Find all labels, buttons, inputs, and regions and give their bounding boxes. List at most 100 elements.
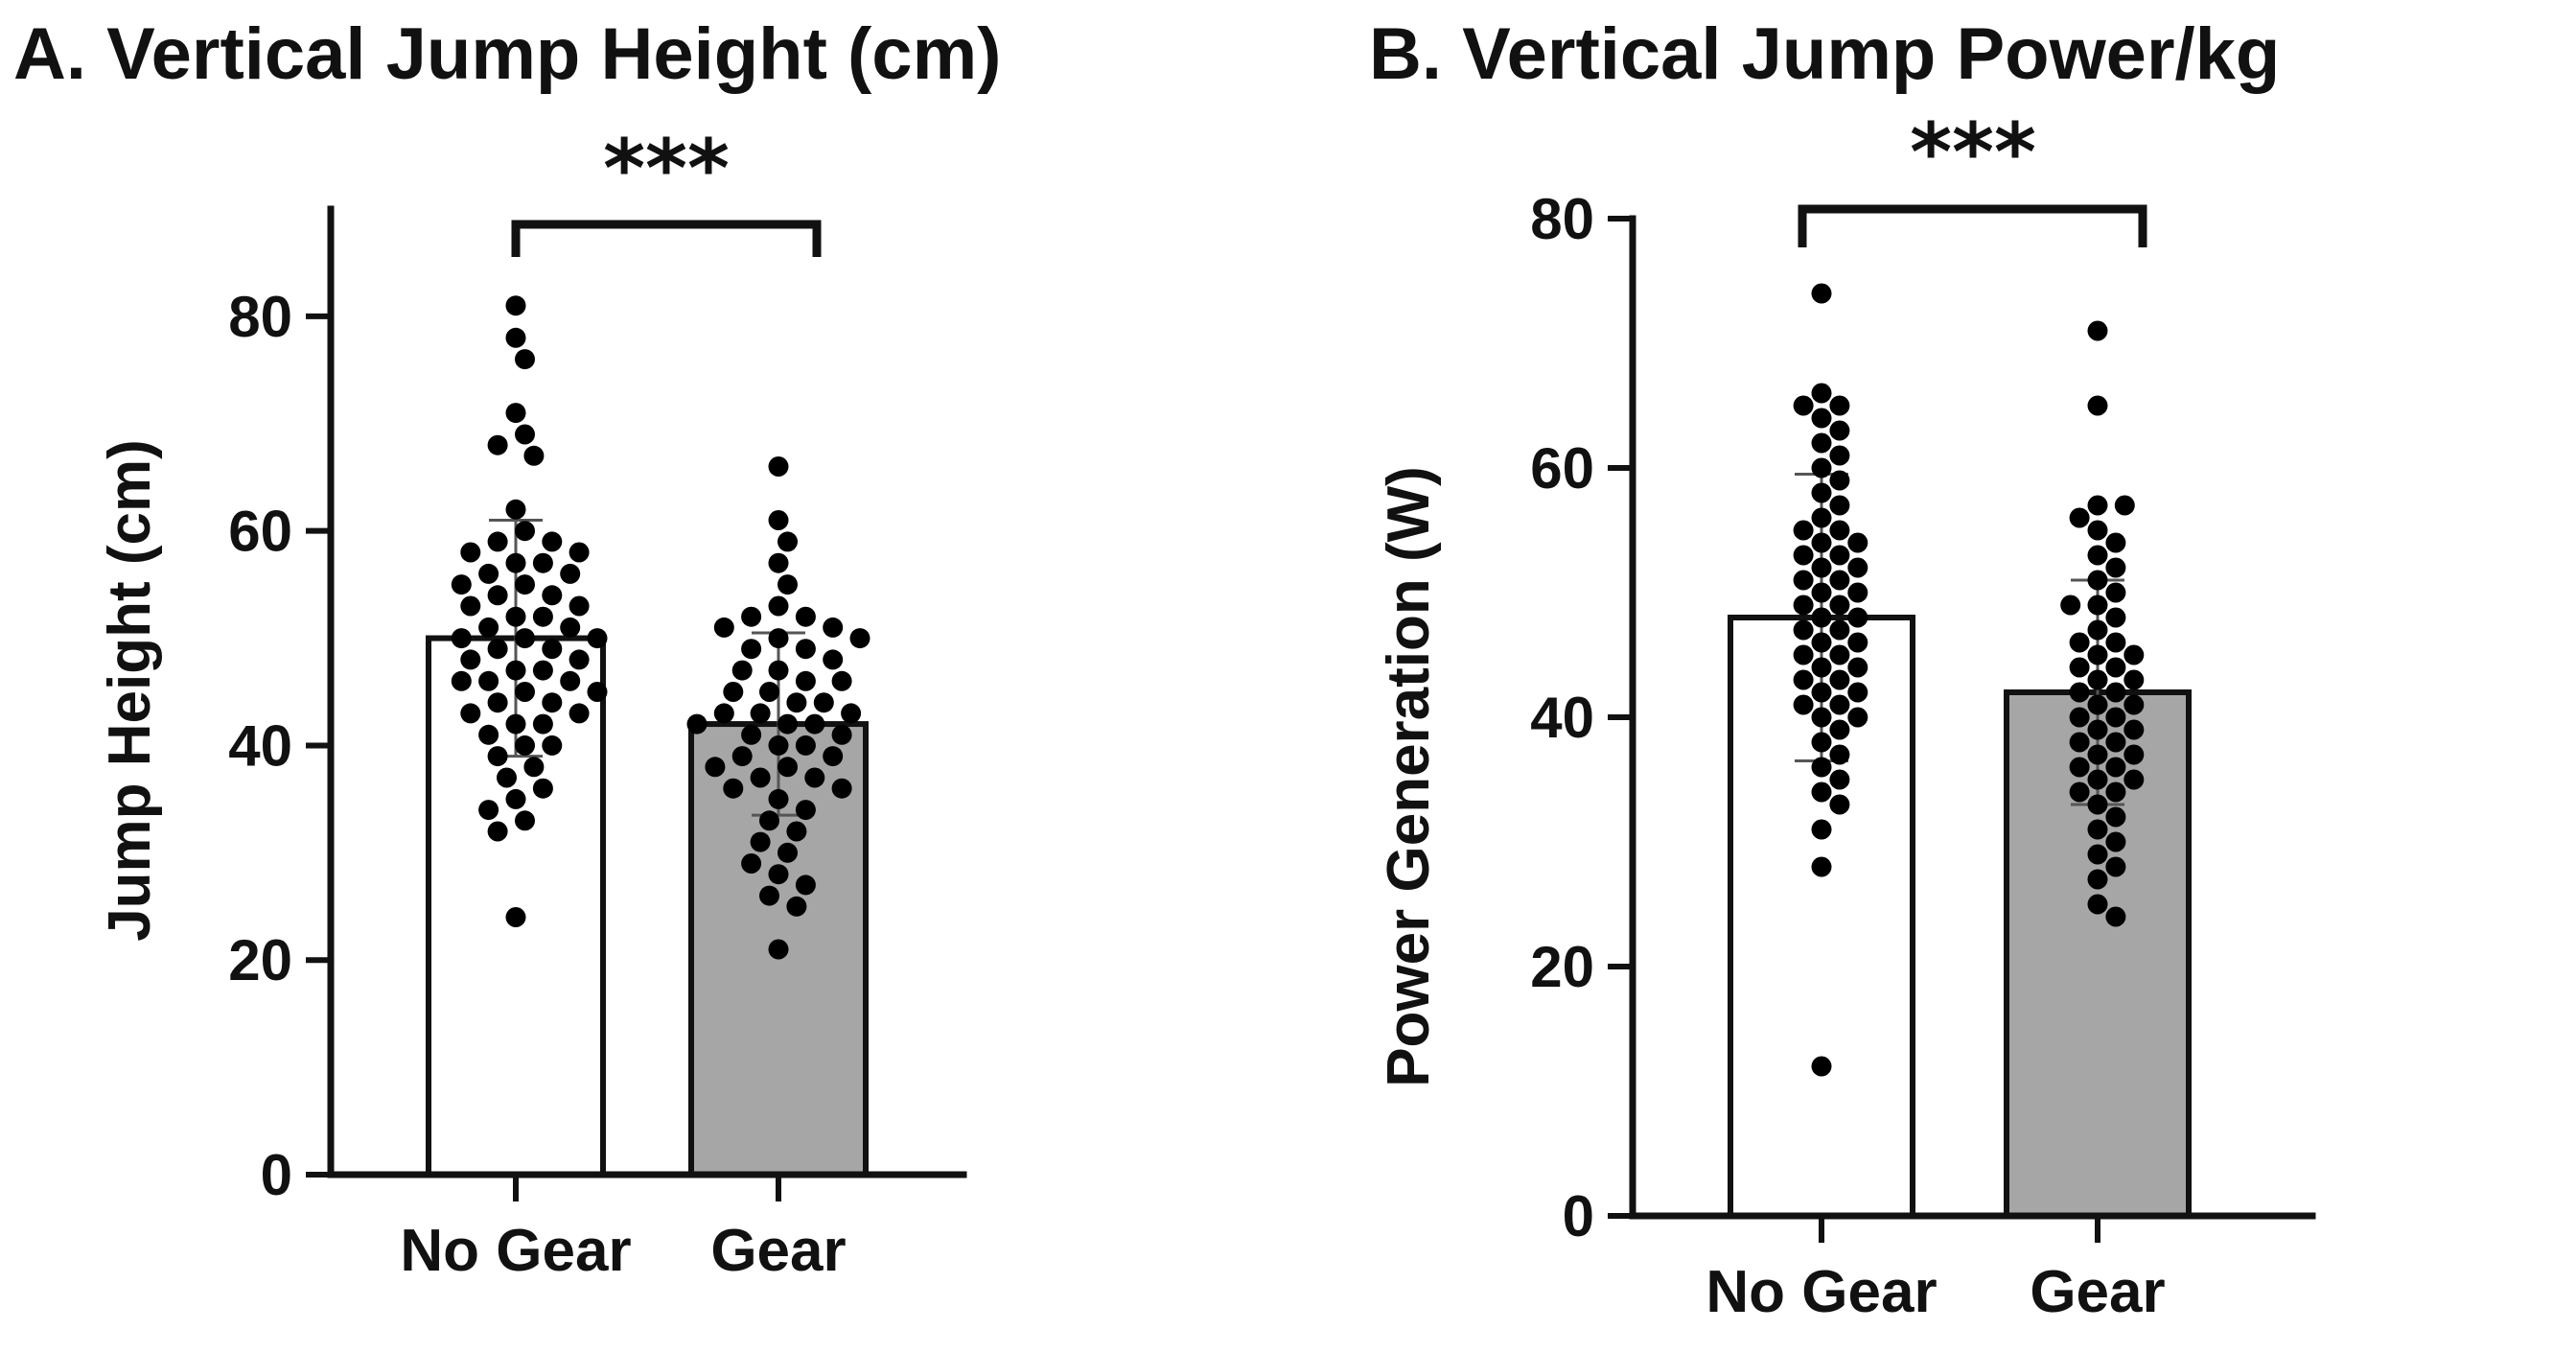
panel-a-data-point (750, 831, 771, 852)
panel-a-data-point (569, 649, 590, 670)
panel-b-data-point (2123, 744, 2145, 765)
panel-b-data-point (2114, 495, 2135, 516)
panel-a-data-point (560, 563, 581, 584)
panel-b-data-point (2087, 769, 2108, 790)
panel-a-data-point (823, 746, 844, 767)
panel-a-y-tick-label: 40 (228, 713, 292, 778)
panel-b-y-ticks: 0 20 40 60 80 (1530, 187, 1633, 1248)
panel-b-data-point (2069, 657, 2090, 678)
panel-a-data-point (759, 885, 779, 906)
panel-b-data-point (1811, 457, 1832, 478)
panel-a-data-point (460, 595, 481, 617)
panel-a-data-point (768, 788, 789, 809)
panel-a-data-point (849, 628, 870, 649)
panel-a-data-point (515, 628, 535, 649)
panel-a-data-point (487, 434, 508, 455)
panel-b-data-point (2087, 619, 2108, 641)
panel-b-data-point (1811, 582, 1832, 603)
panel-b-data-point (2105, 757, 2126, 778)
panel-a-data-point (523, 445, 545, 466)
panel-b-significance-bracket (1798, 204, 2147, 247)
panel-b-data-point (1847, 707, 1868, 728)
panel-a-data-point (532, 713, 553, 735)
panel-a-data-point (515, 682, 535, 702)
panel-a-data-point (804, 713, 825, 735)
panel-b-data-point (1811, 856, 1832, 877)
panel-a-category-label: Gear (710, 1218, 846, 1284)
panel-b-data-point (2069, 781, 2090, 803)
panel-a-data-point (768, 456, 789, 477)
panel-b-data-point (2087, 644, 2108, 665)
panel-a-data-point (777, 757, 798, 778)
panel-a-data-point (768, 735, 789, 756)
panel-a-data-point (532, 778, 553, 799)
panel-a-data-point (777, 842, 798, 863)
panel-a-data-point (777, 531, 798, 552)
panel-a-y-ticks: 0 20 40 60 80 (228, 285, 331, 1207)
panel-b-data-point (1811, 819, 1832, 840)
panel-b-data-point (1793, 520, 1814, 541)
panel-a-data-point (460, 542, 481, 563)
panel-b-data-point (2105, 682, 2126, 703)
panel-a-data-point (542, 585, 563, 606)
panel-a-data-point (505, 788, 526, 809)
panel-b-category-label: No Gear (1706, 1259, 1937, 1325)
panel-a-data-point (460, 649, 481, 670)
panel-b-data-point (1847, 582, 1868, 603)
panel-b-data-point (2087, 819, 2108, 840)
panel-b-data-point (2105, 632, 2126, 653)
panel-a-data-point (478, 617, 499, 638)
panel-b-data-point (2105, 906, 2126, 927)
panel-b-data-point (1811, 657, 1832, 678)
panel-a-data-point (487, 639, 508, 660)
panel-a-data-point (515, 521, 535, 542)
panel-a-data-point (777, 713, 798, 735)
panel-b-data-point (1829, 545, 1850, 566)
panel-a-data-point (705, 757, 726, 778)
panel-a-data-point (560, 670, 581, 691)
panel-a-data-point (505, 713, 526, 735)
panel-b-data-point (2105, 557, 2126, 578)
panel-a-data-point (831, 724, 852, 745)
panel-b-data-point (2087, 495, 2108, 516)
panel-b-data-point (2087, 570, 2108, 591)
panel-a-data-point (451, 670, 472, 691)
panel-a-data-point (487, 746, 508, 767)
panel-b-data-point (2087, 794, 2108, 815)
panel-a-data-point (505, 552, 526, 573)
panel-a-data-point (505, 327, 526, 348)
panel-a-data-point (542, 692, 563, 713)
panel-b-data-point (1811, 757, 1832, 778)
panel-a-data-point (823, 617, 844, 638)
panel-b-data-point (1847, 607, 1868, 628)
panel-b-data-point (2087, 694, 2108, 715)
panel-a-data-point (795, 670, 816, 691)
panel-a-significance-label: *** (603, 122, 730, 216)
panel-b-data-point (2105, 831, 2126, 852)
panel-a-data-point (542, 531, 563, 552)
panel-b-data-point (1829, 744, 1850, 765)
panel-b-data-point (1811, 432, 1832, 454)
panel-a-data-point (831, 670, 852, 691)
panel-b-data-point (1793, 395, 1814, 416)
panel-a-data-point (542, 639, 563, 660)
panel-b-data-point (1793, 644, 1814, 665)
panel-b-data-point (2069, 757, 2090, 778)
panel-a-category-label: No Gear (400, 1218, 631, 1284)
panel-b-data-point (1829, 719, 1850, 740)
panel-a-data-point (478, 563, 499, 584)
panel-a-data-point (741, 606, 762, 627)
panel-b-data-point (1829, 420, 1850, 441)
panel-b-data-point (2087, 844, 2108, 865)
panel-b-data-point (1811, 383, 1832, 404)
panel-a-data-point (478, 800, 499, 821)
panel-a-data-point (487, 585, 508, 606)
panel-b-data-point (1829, 395, 1850, 416)
panel-a-data-point (515, 349, 535, 370)
panel-b-data-point (1811, 408, 1832, 429)
panel-b-data-point (1847, 632, 1868, 653)
panel-a-data-point (460, 703, 481, 724)
panel-a-data-point (569, 703, 590, 724)
panel-a-data-point (813, 692, 834, 713)
panel-b-data-point (1793, 619, 1814, 641)
